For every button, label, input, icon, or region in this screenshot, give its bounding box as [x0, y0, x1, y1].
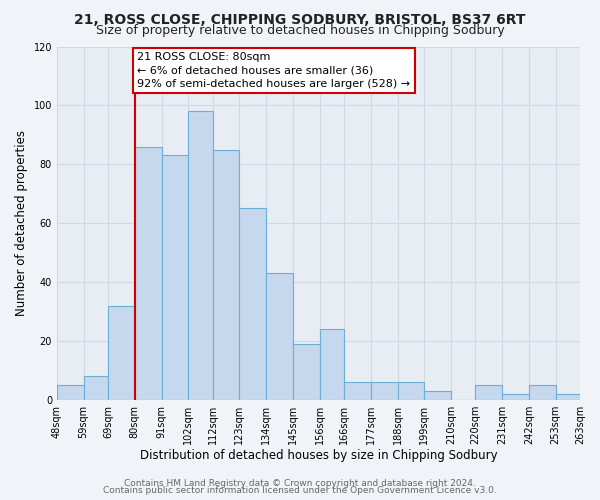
Bar — [502, 394, 529, 400]
Bar — [344, 382, 371, 400]
Bar — [371, 382, 398, 400]
Text: 21 ROSS CLOSE: 80sqm
← 6% of detached houses are smaller (36)
92% of semi-detach: 21 ROSS CLOSE: 80sqm ← 6% of detached ho… — [137, 52, 410, 89]
Bar — [398, 382, 424, 400]
Text: Contains public sector information licensed under the Open Government Licence v3: Contains public sector information licen… — [103, 486, 497, 495]
Bar — [161, 156, 188, 400]
Bar — [239, 208, 266, 400]
Bar — [83, 376, 108, 400]
Text: Contains HM Land Registry data © Crown copyright and database right 2024.: Contains HM Land Registry data © Crown c… — [124, 478, 476, 488]
Bar — [57, 385, 83, 400]
X-axis label: Distribution of detached houses by size in Chipping Sodbury: Distribution of detached houses by size … — [140, 450, 497, 462]
Bar — [188, 112, 212, 400]
Bar — [320, 329, 344, 400]
Text: Size of property relative to detached houses in Chipping Sodbury: Size of property relative to detached ho… — [95, 24, 505, 37]
Bar — [529, 385, 556, 400]
Text: 21, ROSS CLOSE, CHIPPING SODBURY, BRISTOL, BS37 6RT: 21, ROSS CLOSE, CHIPPING SODBURY, BRISTO… — [74, 12, 526, 26]
Bar — [212, 150, 239, 400]
Bar — [475, 385, 502, 400]
Bar — [266, 273, 293, 400]
Bar — [293, 344, 320, 400]
Bar — [424, 391, 451, 400]
Bar — [108, 306, 135, 400]
Bar — [556, 394, 580, 400]
Y-axis label: Number of detached properties: Number of detached properties — [15, 130, 28, 316]
Bar — [135, 146, 161, 400]
